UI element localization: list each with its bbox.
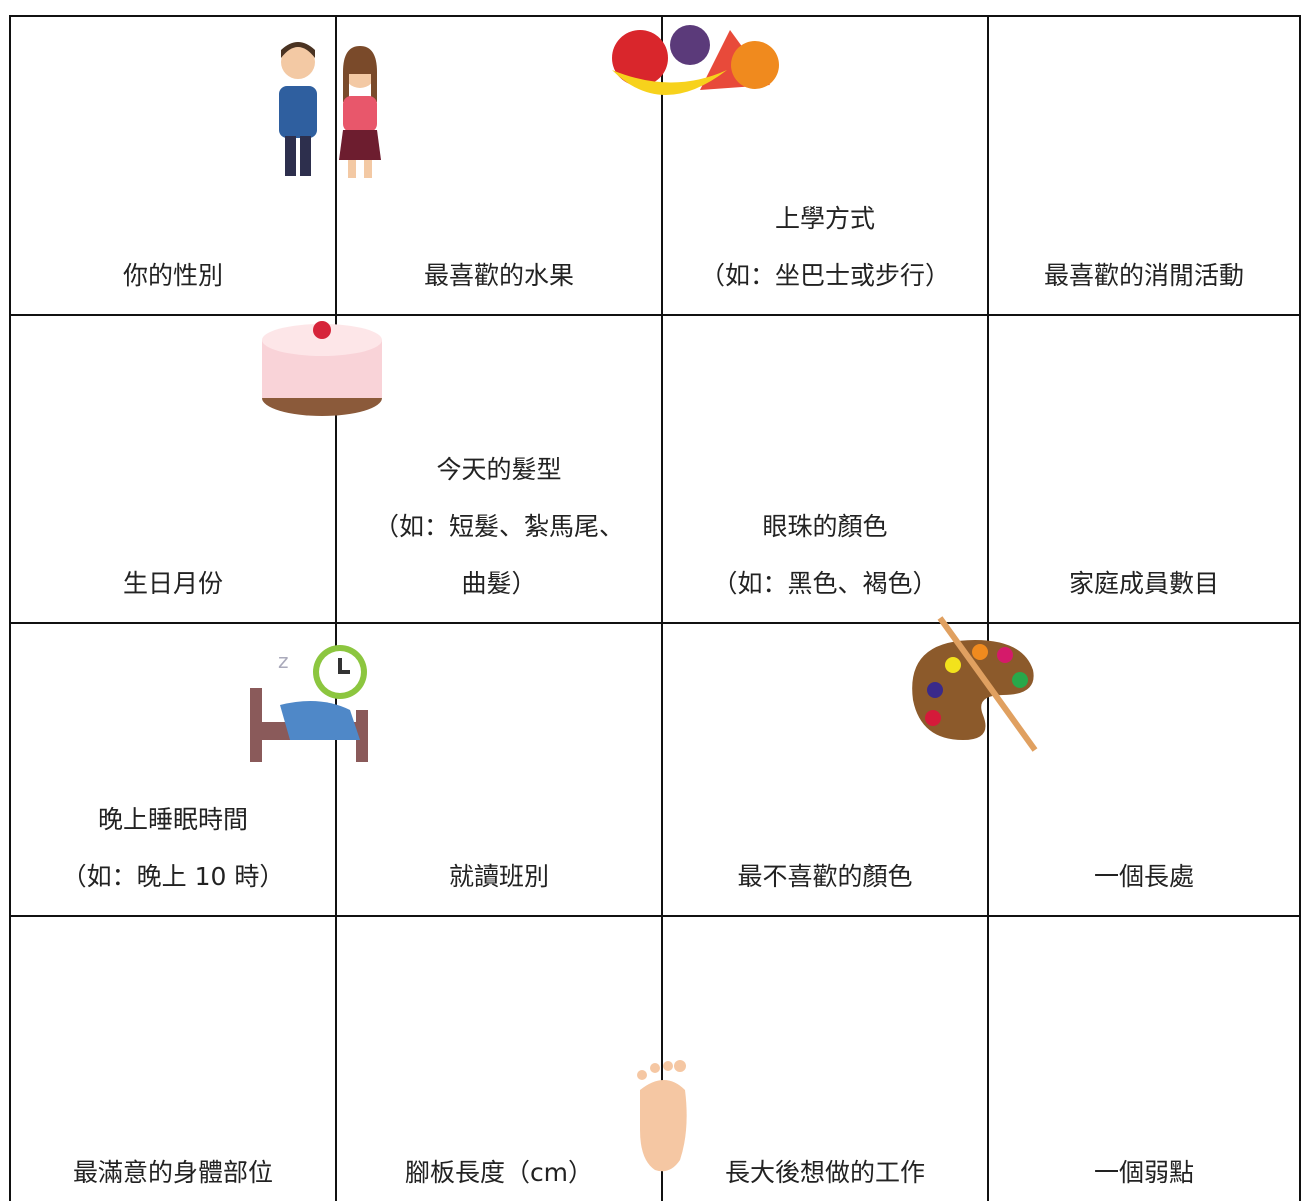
cell-text: 最喜歡的水果: [423, 261, 574, 290]
table-cell: 最不喜歡的顏色: [663, 624, 989, 917]
table-cell: 最喜歡的消閒活動: [989, 17, 1301, 316]
table-cell: 腳板長度（cm）: [337, 917, 663, 1201]
cell-text: 今天的髮型: [436, 455, 562, 484]
cell-text: 最滿意的身體部位: [72, 1158, 273, 1187]
table-cell: 長大後想做的工作: [663, 917, 989, 1201]
table-cell: 家庭成員數目: [989, 316, 1301, 624]
cell-text: （如：晚上 10 時）: [61, 862, 285, 891]
cell-text: 腳板長度（cm）: [404, 1158, 594, 1187]
table-cell: 你的性別: [11, 17, 337, 316]
table-cell: 最滿意的身體部位: [11, 917, 337, 1201]
cell-text: 一個長處: [1093, 862, 1194, 891]
cell-text: （如：黑色、褐色）: [712, 569, 938, 598]
cell-text: 你的性別: [122, 261, 223, 290]
table-cell: 一個長處: [989, 624, 1301, 917]
table-cell: 晚上睡眠時間 （如：晚上 10 時）: [11, 624, 337, 917]
cell-text: 眼珠的顏色: [762, 512, 888, 541]
table-cell: 眼珠的顏色 （如：黑色、褐色）: [663, 316, 989, 624]
cell-text: 一個弱點: [1093, 1158, 1194, 1187]
cell-text: 最不喜歡的顏色: [737, 862, 913, 891]
cell-text: 曲髮）: [461, 569, 537, 598]
cell-text: 家庭成員數目: [1068, 569, 1219, 598]
cell-text: 長大後想做的工作: [724, 1158, 925, 1187]
cell-text: （如：坐巴士或步行）: [699, 261, 950, 290]
table-cell: 生日月份: [11, 316, 337, 624]
cell-text: 生日月份: [122, 569, 223, 598]
cell-text: 晚上睡眠時間: [97, 805, 248, 834]
cell-text: （如：短髮、紮馬尾、: [373, 512, 624, 541]
table: 你的性別 最喜歡的水果 上學方式 （如：坐巴士或步行） 最喜歡的消閒活動生日月份 今天的髮…: [9, 15, 1301, 1201]
table-cell: 一個弱點: [989, 917, 1301, 1201]
table-cell: 就讀班別: [337, 624, 663, 917]
table-cell: 今天的髮型 （如：短髮、紮馬尾、 曲髮）: [337, 316, 663, 624]
cell-text: 最喜歡的消閒活動: [1043, 261, 1244, 290]
table-cell: 上學方式 （如：坐巴士或步行）: [663, 17, 989, 316]
cell-text: 就讀班別: [448, 862, 549, 891]
table-cell: 最喜歡的水果: [337, 17, 663, 316]
cell-text: 上學方式: [774, 204, 875, 233]
